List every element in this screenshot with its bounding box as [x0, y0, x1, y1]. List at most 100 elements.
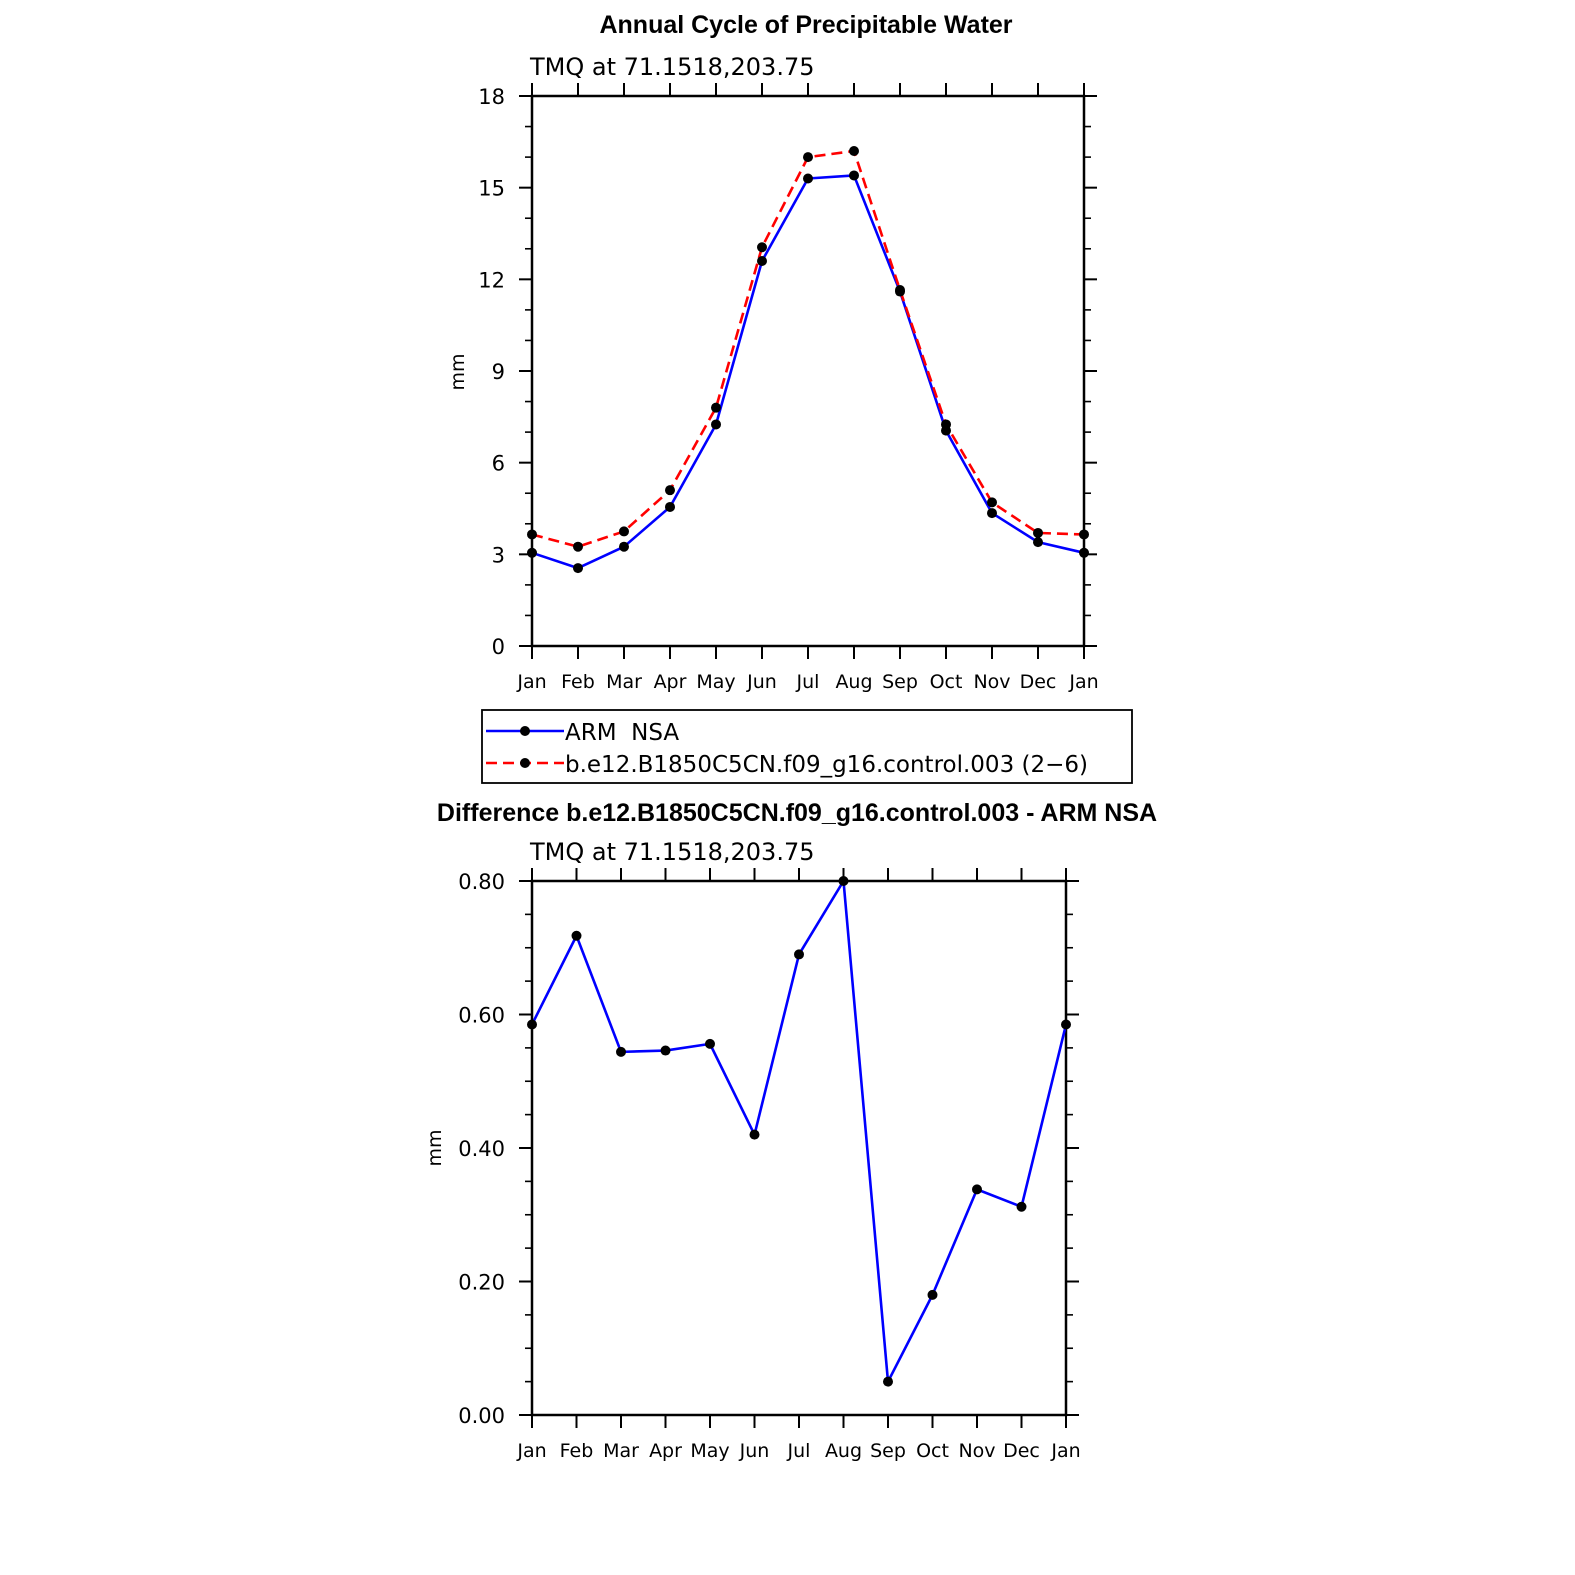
- x-tick-label: Oct: [916, 1440, 949, 1462]
- series-1-point: [619, 526, 629, 537]
- series-1-point: [573, 541, 583, 552]
- chart1-title: Annual Cycle of Precipitable Water: [599, 11, 1012, 39]
- series-1-point: [1033, 527, 1043, 538]
- chart1-ylabel: mm: [447, 353, 469, 390]
- x-tick-label: Jun: [746, 671, 777, 693]
- x-tick-label: Sep: [870, 1440, 906, 1462]
- y-tick-label: 0.40: [458, 1137, 505, 1161]
- series-0-point: [527, 547, 537, 558]
- series-0-point: [527, 1019, 537, 1030]
- x-tick-label: May: [696, 671, 735, 693]
- chart2-plot-frame: [530, 879, 1068, 1417]
- x-tick-label: May: [690, 1440, 729, 1462]
- chart2-x-tick-labels: Jan Feb Mar Apr May Jun Jul Aug Sep Oct Nov Dec Jan: [516, 1440, 1080, 1462]
- y-tick-label: 3: [492, 543, 505, 567]
- chart2-title: Difference b.e12.B1850C5CN.f09_g16.contr…: [437, 799, 1157, 827]
- x-tick-label: Jan: [1068, 671, 1098, 693]
- series-0-point: [972, 1184, 982, 1195]
- x-tick-label: Feb: [561, 671, 595, 693]
- series-line-1: [531, 149, 1085, 548]
- series-1-point: [941, 419, 951, 430]
- chart2-ylabel: mm: [424, 1129, 446, 1166]
- legend-entry-model: b.e12.B1850C5CN.f09_g16.control.003 (2−6…: [486, 752, 1088, 778]
- series-1-point: [757, 242, 767, 253]
- x-tick-label: Jul: [796, 671, 820, 693]
- series-1-point: [895, 285, 905, 296]
- series-1-point: [849, 146, 859, 156]
- legend-entry-arm-nsa: ARM NSA: [486, 720, 679, 746]
- y-tick-label: 0.80: [458, 870, 505, 894]
- x-tick-label: Jan: [516, 671, 546, 693]
- series-0-point: [849, 170, 859, 181]
- series-1-point: [1079, 529, 1089, 540]
- x-tick-label: Jan: [516, 1440, 546, 1462]
- chart1-subtitle: TMQ at 71.1518,203.75: [529, 53, 814, 81]
- x-tick-label: Jul: [787, 1440, 811, 1462]
- y-tick-label: 9: [492, 360, 505, 384]
- series-0-point: [1016, 1201, 1027, 1212]
- x-tick-label: Apr: [649, 1440, 682, 1462]
- series-1-point: [527, 529, 537, 540]
- x-tick-label: Aug: [825, 1440, 862, 1462]
- series-0-point: [571, 930, 582, 941]
- legend-label-model: b.e12.B1850C5CN.f09_g16.control.003 (2−6…: [565, 752, 1088, 778]
- series-0-point: [616, 1046, 626, 1057]
- series-0-point: [794, 949, 804, 960]
- legend-marker-model: [520, 758, 530, 768]
- chart2-y-tick-labels: 0.00 0.20 0.40 0.60 0.80: [458, 870, 505, 1428]
- chart1-y-tick-labels: 0 3 6 9 12 15 18: [478, 85, 505, 659]
- legend-label-arm-nsa: ARM NSA: [565, 720, 679, 746]
- series-1-point: [665, 485, 675, 496]
- x-tick-label: Mar: [606, 671, 642, 693]
- y-tick-label: 0.20: [458, 1271, 505, 1295]
- y-tick-label: 12: [478, 268, 505, 292]
- y-tick-label: 6: [492, 452, 505, 476]
- x-tick-label: Nov: [958, 1440, 995, 1462]
- y-tick-label: 18: [478, 85, 505, 109]
- x-tick-label: Dec: [1020, 671, 1057, 693]
- series-0-point: [660, 1045, 671, 1056]
- y-tick-label: 0: [492, 635, 505, 659]
- chart1-ticks: [519, 83, 1097, 659]
- series-0-point: [749, 1129, 760, 1140]
- chart-difference: Difference b.e12.B1850C5CN.f09_g16.contr…: [424, 799, 1157, 1462]
- series-0-point: [1061, 1019, 1071, 1030]
- series-0-point: [803, 173, 813, 184]
- series-1-point: [803, 152, 813, 163]
- y-tick-label: 0.00: [458, 1404, 505, 1428]
- chart-annual-cycle: Annual Cycle of Precipitable Water TMQ a…: [447, 11, 1133, 784]
- series-0-point: [838, 876, 849, 886]
- series-1-point: [711, 402, 721, 413]
- x-tick-label: Jan: [1050, 1440, 1080, 1462]
- series-0-point: [1079, 547, 1089, 558]
- chart1-x-tick-labels: Jan Feb Mar Apr May Jun Jul Aug Sep Oct Nov Dec Jan: [516, 671, 1098, 693]
- series-0-point: [665, 501, 675, 512]
- chart2-series: [527, 876, 1071, 1387]
- legend-marker-arm-nsa: [520, 726, 530, 736]
- series-0-point: [711, 419, 721, 430]
- x-tick-label: Apr: [654, 671, 687, 693]
- chart1-series: [527, 146, 1089, 574]
- x-tick-label: Nov: [973, 671, 1010, 693]
- series-0-point: [757, 256, 767, 266]
- y-tick-label: 15: [478, 177, 505, 201]
- chart1-legend: ARM NSA b.e12.B1850C5CN.f09_g16.control.…: [481, 709, 1133, 784]
- series-0-point: [573, 563, 583, 574]
- x-tick-label: Jun: [739, 1440, 770, 1462]
- series-0-point: [987, 508, 997, 519]
- series-1-point: [987, 497, 997, 508]
- x-tick-label: Dec: [1003, 1440, 1040, 1462]
- x-tick-label: Aug: [835, 671, 872, 693]
- series-0-point: [1033, 537, 1043, 548]
- legend-box: [481, 709, 1133, 784]
- x-tick-label: Mar: [603, 1440, 639, 1462]
- x-tick-label: Sep: [882, 671, 918, 693]
- x-tick-label: Oct: [930, 671, 963, 693]
- series-0-point: [927, 1289, 938, 1300]
- y-tick-label: 0.60: [458, 1004, 505, 1028]
- series-0-point: [705, 1038, 715, 1049]
- series-0-point: [619, 541, 629, 552]
- chart2-subtitle: TMQ at 71.1518,203.75: [529, 838, 814, 866]
- series-0-point: [883, 1376, 893, 1387]
